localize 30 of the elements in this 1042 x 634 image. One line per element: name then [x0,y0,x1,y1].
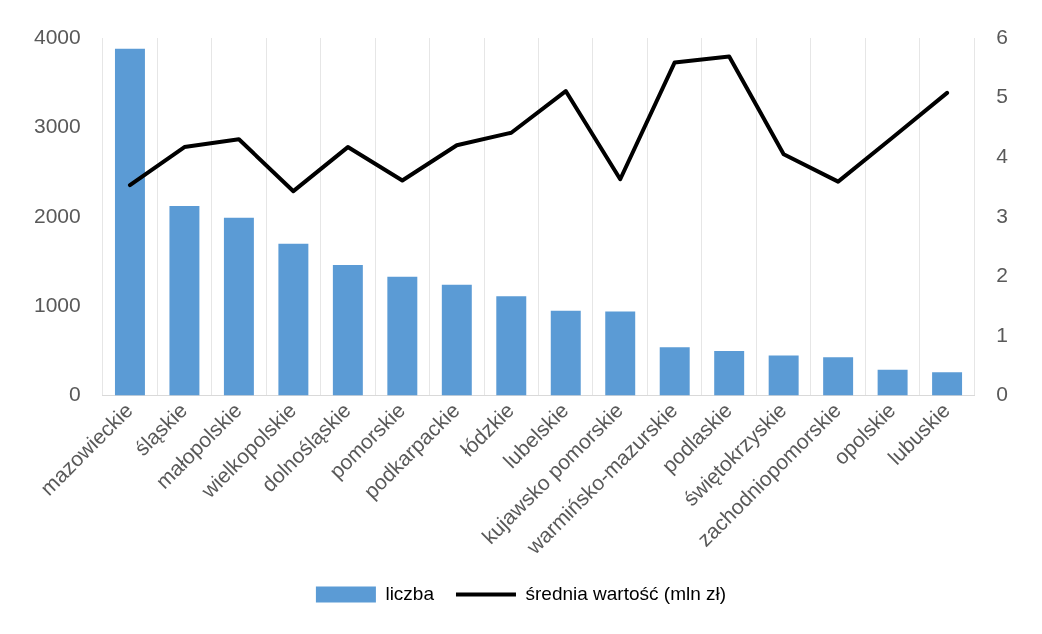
bar [768,355,799,396]
y2-tick-label: 0 [996,382,1009,406]
y-tick-label: 2000 [34,203,81,227]
y-tick-label: 1000 [34,293,81,317]
bar [932,372,963,396]
y2-tick-label: 1 [996,322,1009,346]
bar [659,347,690,396]
y2-tick-label: 5 [996,84,1009,108]
y-tick-label: 4000 [34,24,81,48]
y-tick-label: 0 [69,382,81,406]
bar [877,369,908,396]
bar [605,311,636,396]
bar [714,350,745,396]
y-tick-label: 3000 [34,114,81,138]
bar [823,357,854,396]
bar [114,48,145,396]
bar [550,310,581,396]
bar [278,243,309,396]
y2-tick-label: 4 [996,144,1009,167]
bar [441,284,472,396]
bar [387,276,418,396]
bar [223,217,254,396]
legend-label: średnia wartość (mln zł) [525,582,727,604]
bar [169,206,200,396]
legend-label: liczba [385,582,435,604]
bar [496,296,527,396]
y2-tick-label: 2 [996,263,1009,287]
y2-tick-label: 6 [996,24,1009,48]
y2-tick-label: 3 [996,203,1009,227]
bar [332,265,363,396]
